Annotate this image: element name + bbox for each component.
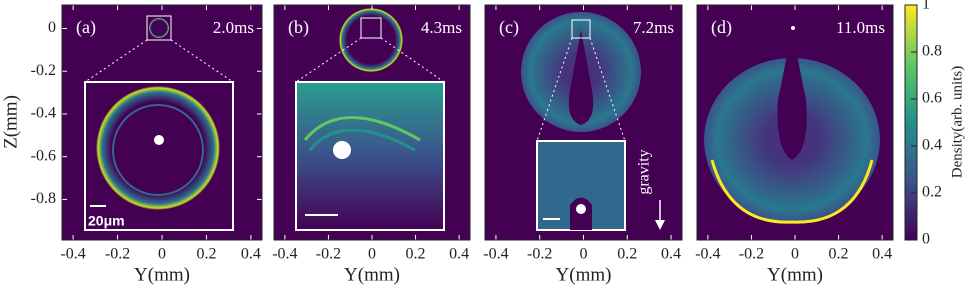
panel-label: (a): [76, 17, 96, 38]
x-tick-label: -0.4: [272, 246, 297, 263]
density-ring: [112, 104, 204, 196]
x-tick-label: 0.4: [872, 246, 892, 263]
density-ring: [149, 18, 169, 38]
y-tick-label: -0.6: [31, 147, 56, 164]
colorbar-tick-label: 0.6: [922, 90, 942, 107]
time-label: 11.0ms: [836, 18, 885, 37]
x-tick-label: 0: [791, 246, 799, 263]
wake: [777, 30, 807, 160]
particle: [791, 26, 795, 30]
y-axis-label: Z(mm): [0, 95, 21, 149]
axes-frame: [696, 4, 894, 241]
panel-label: (b): [288, 17, 309, 38]
x-tick-label: 0.4: [661, 246, 681, 263]
x-tick-label: 0.2: [196, 246, 216, 263]
x-tick-label: -0.4: [483, 246, 508, 263]
x-tick-label: 0: [368, 246, 376, 263]
colorbar-tick-label: 0.4: [922, 137, 942, 154]
colorbar-tick-label: 0.8: [922, 43, 942, 60]
x-axis-label: Y(mm): [556, 264, 612, 285]
particle: [333, 141, 351, 159]
colorbar-tick-label: 0.2: [922, 184, 942, 201]
y-tick-label: 0: [48, 19, 56, 36]
x-axis-label: Y(mm): [767, 264, 823, 285]
x-tick-label: 0.2: [406, 246, 426, 263]
annotation: 20μm: [88, 213, 125, 229]
density-ring: [710, 159, 874, 224]
x-tick-label: -0.4: [695, 246, 720, 263]
zoom-box: [360, 17, 382, 39]
colorbar-label: Density(arb. units): [949, 66, 965, 178]
wake: [568, 30, 594, 125]
fringe: [308, 128, 416, 152]
x-tick-label: 0: [158, 246, 166, 263]
time-label: 4.3ms: [421, 18, 462, 37]
x-tick-label: 0: [580, 246, 588, 263]
density-ring: [339, 8, 403, 72]
axes-frame: [61, 4, 263, 241]
colorbar-tick-label: 1: [922, 0, 930, 13]
colorbar: [904, 4, 918, 241]
colorbar-tick-label: 0: [922, 231, 930, 248]
time-label: 2.0ms: [213, 18, 254, 37]
particle: [154, 135, 164, 145]
x-tick-label: -0.4: [60, 246, 85, 263]
x-tick-label: 0.2: [829, 246, 849, 263]
inset: [295, 81, 445, 231]
y-tick-label: -0.8: [31, 190, 56, 207]
x-tick-label: -0.2: [105, 246, 130, 263]
zoom-line: [536, 37, 573, 142]
x-tick-label: 0.2: [617, 246, 637, 263]
particle: [576, 204, 586, 214]
time-label: 7.2ms: [633, 18, 674, 37]
panel-label: (d): [711, 17, 732, 38]
axes-frame: [273, 4, 471, 241]
fringe: [303, 116, 421, 142]
x-axis-label: Y(mm): [134, 264, 190, 285]
zoom-box: [146, 15, 172, 41]
x-tick-label: 0.4: [241, 246, 261, 263]
axes-frame: [484, 4, 683, 241]
y-tick-label: -0.2: [31, 62, 56, 79]
x-tick-label: -0.2: [739, 246, 764, 263]
x-tick-label: -0.2: [316, 246, 341, 263]
x-axis-label: Y(mm): [344, 264, 400, 285]
zoom-line: [295, 37, 362, 83]
x-tick-label: 0.4: [449, 246, 469, 263]
panel-label: (c): [499, 17, 519, 38]
y-tick-label: -0.4: [31, 105, 56, 122]
x-tick-label: -0.2: [527, 246, 552, 263]
gravity-arrow: [655, 220, 665, 230]
annotation: gravity: [636, 149, 653, 194]
zoom-line: [589, 37, 626, 142]
zoom-box: [571, 19, 591, 39]
